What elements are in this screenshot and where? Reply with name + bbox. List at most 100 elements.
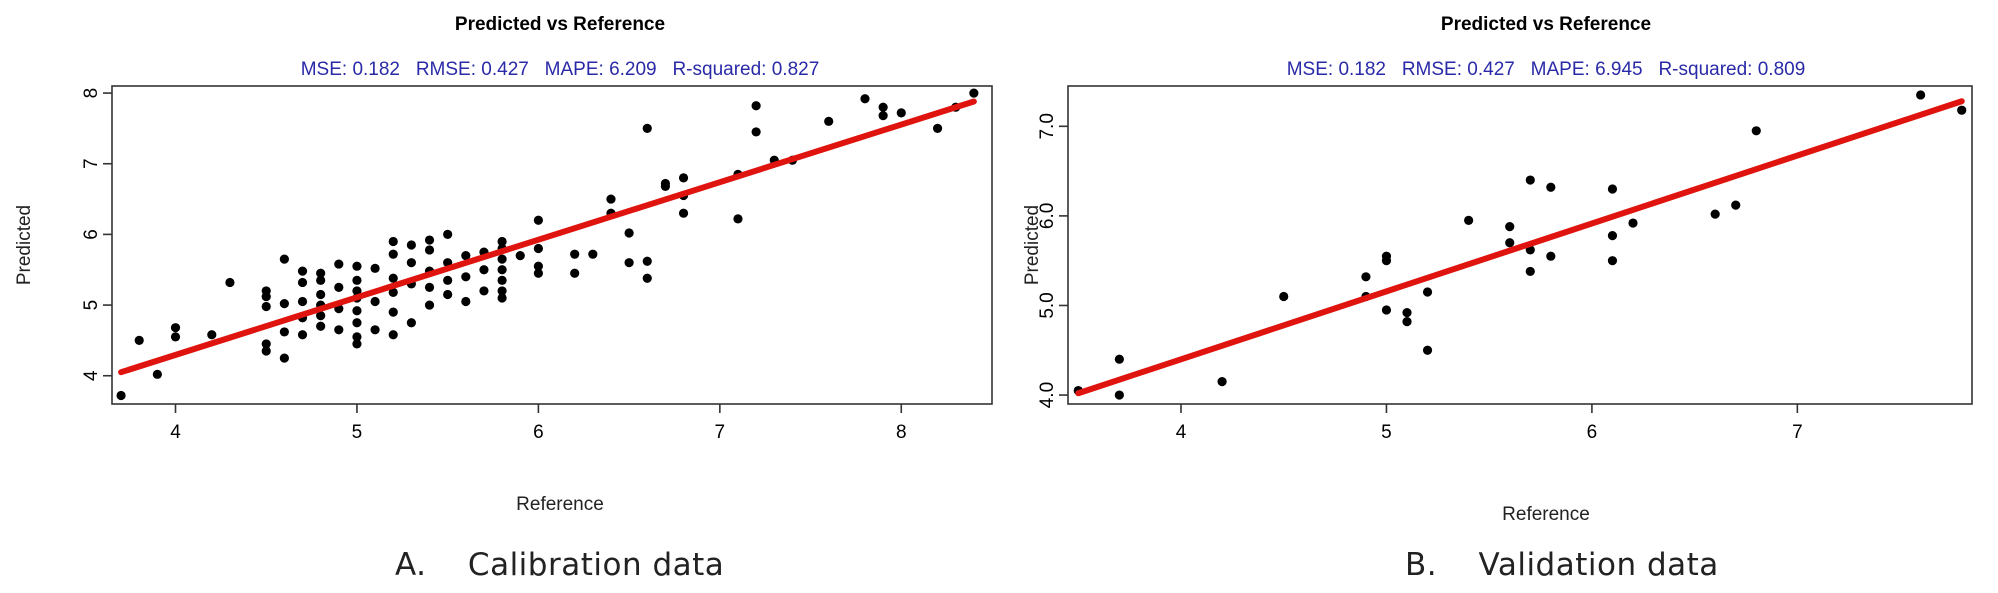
data-point (1114, 354, 1124, 364)
data-point (878, 111, 888, 121)
data-point (170, 323, 181, 333)
data-point (1402, 316, 1412, 327)
data-point (352, 318, 362, 328)
data-point (388, 307, 398, 317)
data-point (116, 390, 126, 401)
x-tick-label: 4 (170, 422, 181, 443)
data-point (352, 339, 362, 349)
data-point (279, 299, 289, 309)
data-point (352, 286, 362, 296)
data-point (316, 311, 326, 321)
data-point (170, 332, 181, 342)
data-point (406, 258, 416, 268)
data-point (461, 296, 471, 307)
calibration-panel: Predicted vs Reference MSE: 0.182 RMSE: … (14, 14, 993, 583)
data-point (479, 265, 489, 275)
data-point (969, 88, 979, 98)
data-point (406, 318, 416, 328)
data-point (334, 282, 344, 292)
data-point (334, 325, 344, 335)
data-point (316, 289, 326, 300)
data-point (297, 330, 308, 340)
data-point (443, 229, 453, 239)
data-point (533, 243, 543, 254)
data-point (1402, 308, 1412, 318)
y-tick-label: 8 (81, 88, 102, 99)
y-tick-label: 5 (81, 300, 102, 311)
x-tick-label: 8 (896, 422, 907, 443)
data-point (297, 266, 308, 276)
data-point (261, 339, 271, 349)
data-point (297, 277, 308, 288)
data-point (497, 293, 507, 303)
y-tick-label: 4.0 (1037, 382, 1058, 408)
panel-a-fit-line (118, 98, 977, 376)
data-point (751, 127, 761, 137)
panel-a-plot-frame (111, 85, 993, 405)
panel-a-caption: A. Calibration data (395, 547, 724, 583)
data-point (388, 330, 398, 340)
data-point (878, 102, 888, 112)
data-point (1546, 251, 1556, 261)
panel-b-caption: B. Validation data (1405, 547, 1719, 583)
data-point (352, 332, 362, 342)
data-point (1114, 390, 1124, 400)
data-point (497, 236, 507, 247)
data-point (1361, 272, 1371, 282)
data-point (370, 325, 380, 335)
data-point (388, 287, 398, 297)
data-point (370, 263, 380, 273)
data-point (642, 256, 652, 266)
panel-a-x-axis: 4 5 6 7 8 (170, 404, 907, 443)
data-point (279, 327, 289, 337)
data-point (1381, 305, 1392, 315)
data-point (1916, 90, 1926, 100)
panel-a-title: Predicted vs Reference (455, 14, 665, 35)
panel-a-stats: MSE: 0.182 RMSE: 0.427 MAPE: 6.209 R-squ… (301, 59, 820, 80)
data-point (860, 94, 870, 104)
data-point (1731, 200, 1741, 210)
data-point (824, 116, 834, 126)
data-point (388, 273, 398, 283)
data-point (624, 228, 634, 238)
data-point (497, 286, 507, 296)
panel-a-y-axis: 4 5 6 7 8 (81, 88, 112, 381)
data-point (225, 277, 235, 288)
data-point (497, 275, 507, 285)
data-point (1381, 251, 1392, 261)
data-point (1505, 222, 1515, 232)
x-tick-label: 6 (1587, 422, 1598, 443)
data-point (1505, 238, 1515, 248)
data-point (1217, 377, 1227, 387)
data-point (207, 330, 217, 340)
data-point (678, 208, 689, 218)
data-point (1422, 287, 1433, 297)
data-point (624, 258, 634, 268)
panel-b-fit-line (1075, 98, 1965, 397)
data-point (1279, 291, 1289, 302)
data-point (461, 272, 471, 282)
data-point (733, 214, 743, 224)
data-point (279, 353, 289, 363)
panel-b-points (1073, 90, 1967, 400)
data-point (424, 282, 435, 292)
x-tick-label: 4 (1176, 422, 1187, 443)
panel-b-plot-frame (1067, 85, 1973, 405)
data-point (352, 275, 362, 285)
data-point (316, 321, 326, 331)
y-tick-label: 6.0 (1037, 203, 1058, 229)
y-tick-label: 6 (81, 229, 102, 240)
data-point (896, 108, 906, 118)
data-point (588, 249, 598, 259)
data-point (642, 123, 652, 133)
data-point (1525, 266, 1535, 277)
data-point (406, 240, 416, 250)
data-point (497, 265, 507, 275)
data-point (443, 275, 453, 285)
validation-panel: Predicted vs Reference MSE: 0.182 RMSE: … (1022, 14, 1973, 583)
data-point (1525, 175, 1535, 185)
y-tick-label: 5.0 (1037, 292, 1058, 318)
x-tick-label: 6 (533, 422, 544, 443)
y-tick-label: 7.0 (1037, 113, 1058, 139)
data-point (134, 335, 144, 345)
